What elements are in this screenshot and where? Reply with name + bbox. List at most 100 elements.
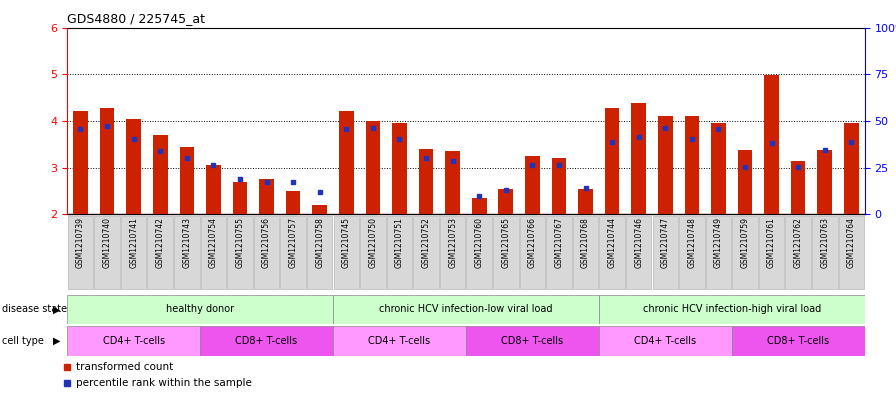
Bar	[418, 149, 434, 214]
Bar	[547, 216, 572, 289]
Bar	[67, 295, 333, 324]
Text: GSM1210742: GSM1210742	[156, 217, 165, 268]
Bar	[599, 295, 865, 324]
Bar	[839, 216, 864, 289]
Bar	[94, 216, 120, 289]
Bar	[228, 216, 253, 289]
Bar	[732, 216, 758, 289]
Bar	[626, 216, 651, 289]
Bar	[498, 189, 513, 214]
Bar	[472, 198, 487, 214]
Text: healthy donor: healthy donor	[166, 305, 234, 314]
Bar	[732, 326, 865, 356]
Bar	[658, 116, 673, 214]
Text: GSM1210752: GSM1210752	[421, 217, 431, 268]
Bar	[552, 158, 566, 214]
Text: CD8+ T-cells: CD8+ T-cells	[767, 336, 830, 346]
Bar	[339, 110, 354, 214]
Text: GSM1210768: GSM1210768	[581, 217, 590, 268]
Text: chronic HCV infection-low viral load: chronic HCV infection-low viral load	[379, 305, 553, 314]
Bar	[764, 75, 779, 214]
Bar	[360, 216, 385, 289]
Bar	[467, 216, 492, 289]
Bar	[200, 326, 333, 356]
Bar	[68, 216, 93, 289]
Bar	[259, 179, 274, 214]
Bar	[844, 123, 858, 214]
Text: CD8+ T-cells: CD8+ T-cells	[501, 336, 564, 346]
Bar	[280, 216, 306, 289]
Bar	[286, 191, 300, 214]
Bar	[333, 216, 359, 289]
Bar	[466, 326, 599, 356]
Text: GSM1210755: GSM1210755	[236, 217, 245, 268]
Bar	[333, 295, 599, 324]
Bar	[679, 216, 704, 289]
Text: GSM1210754: GSM1210754	[209, 217, 218, 268]
Text: GSM1210765: GSM1210765	[501, 217, 511, 268]
Text: GSM1210744: GSM1210744	[607, 217, 616, 268]
Bar	[812, 216, 838, 289]
Bar	[313, 205, 327, 214]
Bar	[685, 116, 699, 214]
Text: GSM1210761: GSM1210761	[767, 217, 776, 268]
Bar	[445, 151, 460, 214]
Text: chronic HCV infection-high viral load: chronic HCV infection-high viral load	[642, 305, 821, 314]
Text: GSM1210743: GSM1210743	[182, 217, 192, 268]
Text: transformed count: transformed count	[76, 362, 174, 373]
Bar	[99, 108, 115, 214]
Bar	[605, 108, 619, 214]
Text: GSM1210739: GSM1210739	[76, 217, 85, 268]
Text: GSM1210763: GSM1210763	[820, 217, 830, 268]
Text: GSM1210766: GSM1210766	[528, 217, 537, 268]
Bar	[791, 160, 806, 214]
Text: GSM1210745: GSM1210745	[341, 217, 351, 268]
Bar	[652, 216, 678, 289]
Text: disease state: disease state	[2, 304, 67, 314]
Text: GSM1210746: GSM1210746	[634, 217, 643, 268]
Bar	[711, 123, 726, 214]
Bar	[817, 150, 832, 214]
Text: GSM1210748: GSM1210748	[687, 217, 696, 268]
Bar	[179, 147, 194, 214]
Text: GSM1210756: GSM1210756	[262, 217, 271, 268]
Bar	[578, 189, 593, 214]
Bar	[307, 216, 332, 289]
Text: percentile rank within the sample: percentile rank within the sample	[76, 378, 252, 388]
Bar	[201, 216, 226, 289]
Bar	[392, 123, 407, 214]
Bar	[573, 216, 599, 289]
Bar	[493, 216, 519, 289]
Text: GSM1210764: GSM1210764	[847, 217, 856, 268]
Bar	[254, 216, 280, 289]
Text: GSM1210751: GSM1210751	[395, 217, 404, 268]
Text: GSM1210740: GSM1210740	[102, 217, 112, 268]
Bar	[333, 326, 466, 356]
Text: GSM1210762: GSM1210762	[794, 217, 803, 268]
Bar	[387, 216, 412, 289]
Bar	[632, 103, 646, 214]
Text: GSM1210749: GSM1210749	[714, 217, 723, 268]
Text: GSM1210758: GSM1210758	[315, 217, 324, 268]
Bar	[174, 216, 200, 289]
Bar	[206, 165, 220, 214]
Bar	[759, 216, 784, 289]
Bar	[440, 216, 465, 289]
Text: GSM1210741: GSM1210741	[129, 217, 138, 268]
Bar	[148, 216, 173, 289]
Text: GSM1210767: GSM1210767	[555, 217, 564, 268]
Bar	[121, 216, 146, 289]
Bar	[366, 121, 380, 214]
Bar	[706, 216, 731, 289]
Text: CD4+ T-cells: CD4+ T-cells	[102, 336, 165, 346]
Bar	[126, 119, 141, 214]
Text: GSM1210747: GSM1210747	[660, 217, 670, 268]
Text: ▶: ▶	[53, 336, 60, 346]
Bar	[786, 216, 811, 289]
Text: GSM1210757: GSM1210757	[289, 217, 297, 268]
Bar	[73, 110, 88, 214]
Text: ▶: ▶	[53, 304, 60, 314]
Bar	[599, 326, 732, 356]
Bar	[599, 216, 625, 289]
Text: GSM1210753: GSM1210753	[448, 217, 457, 268]
